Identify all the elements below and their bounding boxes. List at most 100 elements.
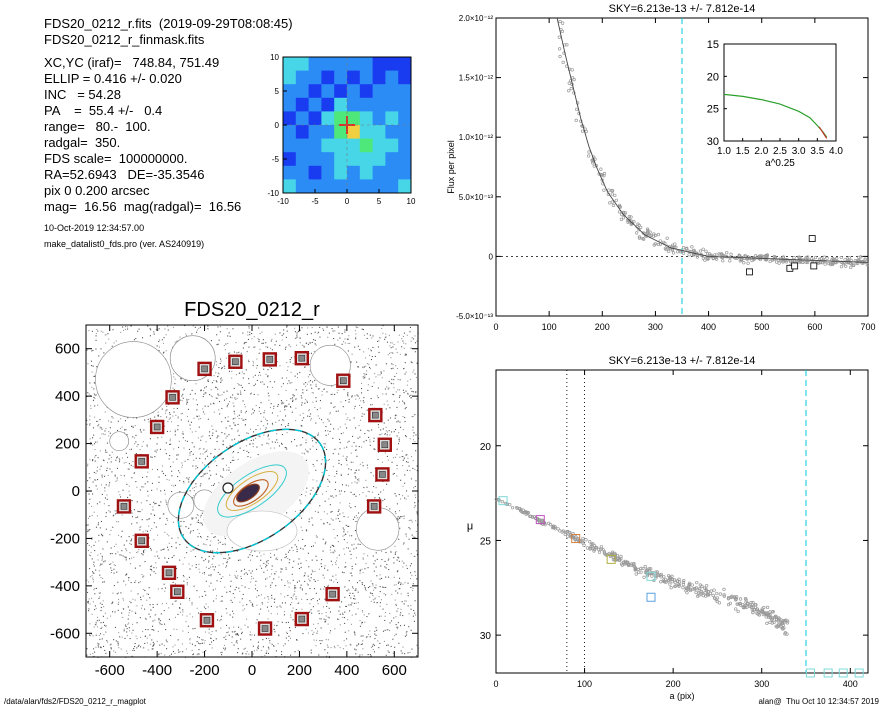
noise-dot [303,417,305,419]
noise-dot [297,649,299,651]
noise-dot [95,348,97,350]
noise-dot [233,613,235,615]
noise-dot [210,550,212,552]
noise-dot [280,593,282,595]
x-tick-label: 400 [701,322,716,332]
mu-point [722,594,726,598]
heatmap-cell [398,57,412,72]
noise-dot [336,473,338,475]
noise-dot [234,574,236,576]
mu-point [764,613,769,617]
mu-point [736,602,740,606]
noise-dot [312,545,314,547]
noise-dot [337,645,339,647]
noise-dot [208,574,210,576]
flux-point [721,259,725,263]
noise-dot [129,542,131,544]
noise-dot [168,458,170,460]
noise-dot [193,495,195,497]
noise-dot [324,443,326,445]
noise-dot [256,568,258,570]
noise-dot [211,647,213,649]
flux-point [692,248,696,252]
noise-dot [399,456,401,458]
noise-dot [150,643,152,645]
noise-dot [360,419,362,421]
noise-dot [346,446,348,448]
noise-dot [124,420,126,422]
noise-dot [131,523,133,525]
noise-dot [189,597,191,599]
noise-dot [306,450,308,452]
noise-dot [284,643,286,645]
noise-dot [98,597,100,599]
noise-dot [199,457,201,459]
noise-dot [179,544,181,546]
noise-dot [398,642,400,644]
noise-dot [323,329,325,331]
noise-dot [200,483,202,485]
noise-dot [348,604,350,606]
noise-dot [385,594,387,596]
noise-dot [172,415,174,417]
noise-dot [94,449,96,451]
radec-line: RA=52.6943 DE=-35.3546 [44,167,205,182]
noise-dot [136,501,138,503]
noise-dot [186,399,188,401]
noise-dot [134,443,136,445]
noise-dot [322,493,324,495]
flux-point [610,189,615,193]
noise-dot [312,440,314,442]
noise-dot [125,461,127,463]
noise-dot [175,414,177,416]
noise-dot [291,357,293,359]
noise-dot [108,505,110,507]
noise-dot [267,423,269,425]
noise-dot [117,581,119,583]
heatmap-cell [372,111,386,126]
noise-dot [201,642,203,644]
noise-dot [370,350,372,352]
noise-dot [317,623,319,625]
noise-dot [114,651,116,653]
noise-dot [415,434,417,436]
noise-dot [129,558,131,560]
noise-dot [203,571,205,573]
noise-dot [286,512,288,514]
noise-dot [379,642,381,644]
noise-dot [389,417,391,419]
noise-dot [174,600,176,602]
noise-dot [100,330,102,332]
noise-dot [167,549,169,551]
noise-dot [205,441,207,443]
noise-dot [416,511,418,513]
noise-dot [211,425,213,427]
noise-dot [193,446,195,448]
noise-dot [373,448,375,450]
noise-dot [148,421,150,423]
noise-dot [146,476,148,478]
noise-dot [287,551,289,553]
noise-dot [159,448,161,450]
noise-dot [130,540,132,542]
noise-dot [330,423,332,425]
noise-dot [335,574,337,576]
noise-dot [327,584,329,586]
noise-dot [91,365,93,367]
noise-dot [205,450,207,452]
mu-point [618,557,622,562]
heatmap-cell [398,125,412,140]
noise-dot [228,467,230,469]
noise-dot [180,378,182,380]
noise-dot [91,386,93,388]
noise-dot [315,639,317,641]
heatmap-cell [295,97,310,112]
noise-dot [161,408,163,410]
y-axis-label: Flux per pixel [446,140,456,194]
flux-point [671,251,676,255]
noise-dot [283,333,285,335]
x-tick-label: 300 [754,679,769,689]
noise-dot [326,469,328,471]
noise-dot [398,334,400,336]
noise-dot [316,409,318,411]
